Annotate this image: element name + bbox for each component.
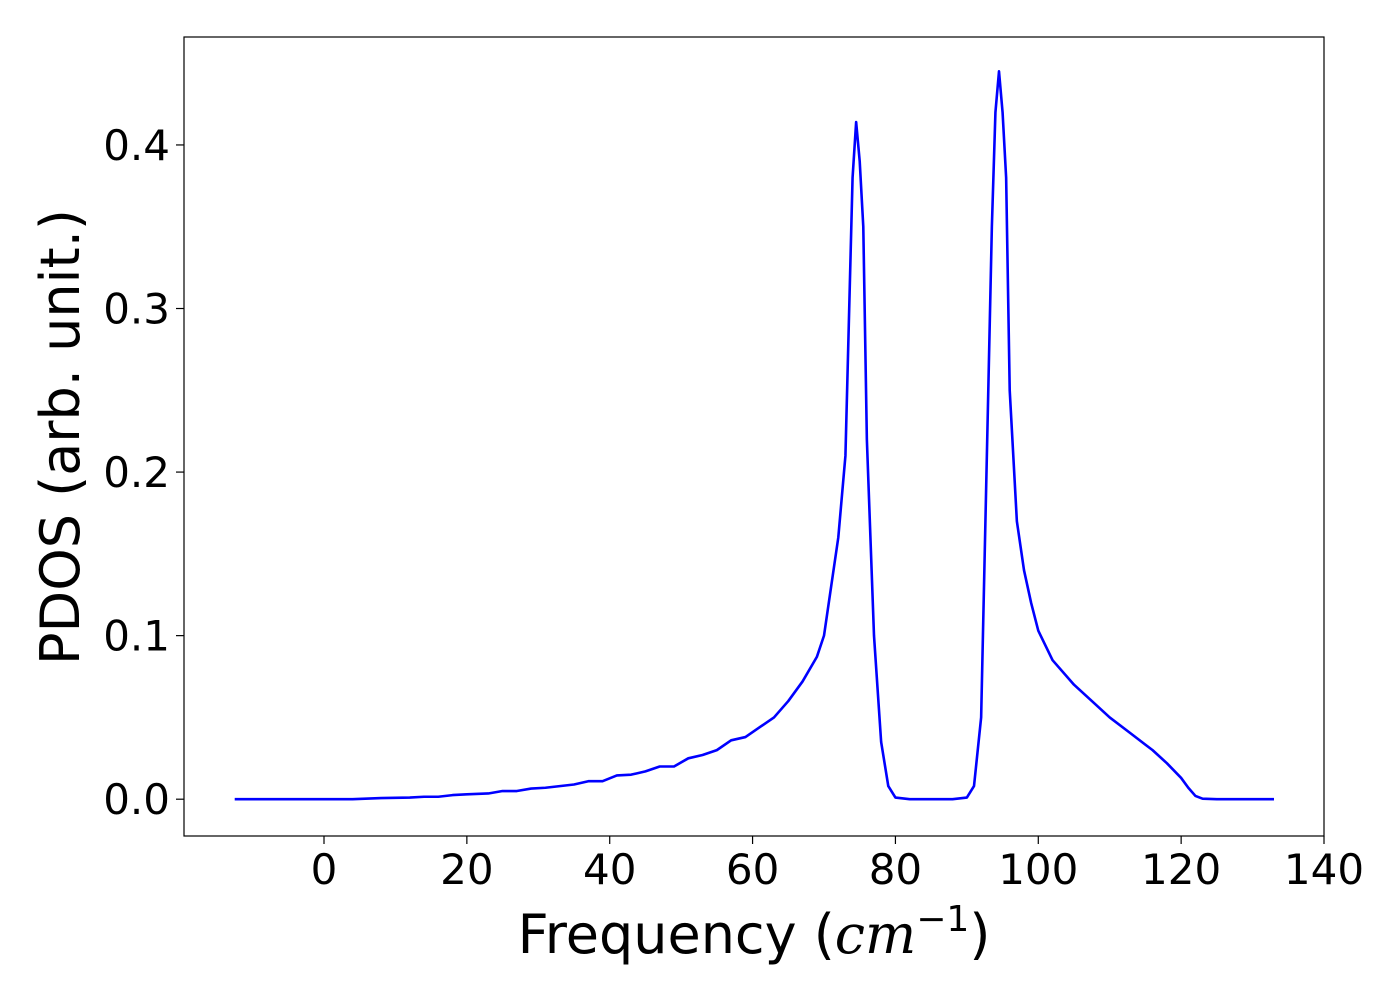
x-tick-label: 40 xyxy=(583,845,636,894)
series-line-0 xyxy=(234,70,1274,801)
y-tick-label: 0.1 xyxy=(103,612,170,661)
x-axis-label: Frequency (cm−1) xyxy=(518,899,991,966)
y-tick-label: 0.2 xyxy=(103,448,170,497)
x-tick-label: 100 xyxy=(998,845,1078,894)
x-axis-label-close: ) xyxy=(969,903,990,966)
y-axis: 0.0 0.1 0.2 0.3 0.4 xyxy=(103,121,184,824)
y-axis-label: PDOS (arb. unit.) xyxy=(29,209,92,665)
x-axis-label-text: Frequency ( xyxy=(518,903,835,966)
x-tick-label: 0 xyxy=(311,845,338,894)
y-tick-label: 0.4 xyxy=(103,121,170,170)
series-layer xyxy=(234,70,1274,801)
x-tick-label: 120 xyxy=(1141,845,1221,894)
x-axis-label-exponent: −1 xyxy=(916,899,969,940)
plot-frame xyxy=(183,36,1325,837)
x-tick-label: 20 xyxy=(440,845,493,894)
x-axis: 0 20 40 60 80 100 120 140 xyxy=(311,836,1364,894)
x-axis-label-unit: cm xyxy=(835,903,916,966)
y-tick-label: 0.3 xyxy=(103,285,170,334)
x-tick-label: 140 xyxy=(1284,845,1364,894)
x-tick-label: 60 xyxy=(726,845,779,894)
y-tick-label: 0.0 xyxy=(103,775,170,824)
x-tick-label: 80 xyxy=(869,845,922,894)
plot-area xyxy=(183,36,1325,837)
